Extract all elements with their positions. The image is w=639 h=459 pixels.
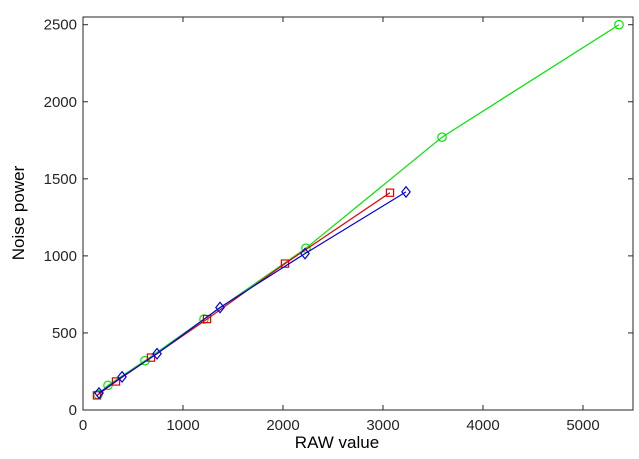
- y-tick-label: 500: [52, 325, 77, 342]
- y-tick-label: 0: [69, 402, 77, 419]
- y-tick-label: 1500: [44, 171, 77, 188]
- data-point-circle: [614, 19, 624, 30]
- y-tick-label: 2500: [44, 17, 77, 34]
- series-diamond: [94, 185, 411, 400]
- y-axis-ticks: 0 500 1000 1500 2000 2500: [44, 17, 633, 419]
- series-line-diamond: [98, 191, 407, 394]
- data-point-diamond: [117, 370, 127, 384]
- x-tick-label: 0: [79, 417, 87, 434]
- plot-frame: [82, 16, 634, 411]
- y-tick-label: 2000: [44, 94, 77, 111]
- data-point-square: [146, 353, 156, 362]
- x-axis-title: RAW value: [295, 433, 379, 452]
- data-point-square: [111, 377, 121, 386]
- x-tick-label: 4000: [466, 417, 499, 434]
- x-tick-label: 2000: [266, 417, 299, 434]
- series-square: [92, 188, 395, 400]
- x-tick-label: 5000: [566, 417, 599, 434]
- y-tick-label: 1000: [44, 248, 77, 265]
- plot-border: [82, 16, 634, 411]
- x-tick-label: 3000: [366, 417, 399, 434]
- data-point-diamond: [94, 386, 104, 400]
- data-point-diamond: [401, 185, 411, 199]
- data-point-circle: [437, 132, 447, 143]
- data-point-diamond: [300, 247, 310, 260]
- data-point-diamond: [215, 301, 225, 314]
- series-layer: [92, 19, 624, 400]
- data-point-square: [385, 188, 395, 197]
- y-axis-title: Noise power: [9, 165, 28, 260]
- x-tick-label: 1000: [166, 417, 199, 434]
- x-axis-ticks: 0 1000 2000 3000 4000 5000: [79, 17, 600, 434]
- data-point-diamond: [152, 347, 162, 360]
